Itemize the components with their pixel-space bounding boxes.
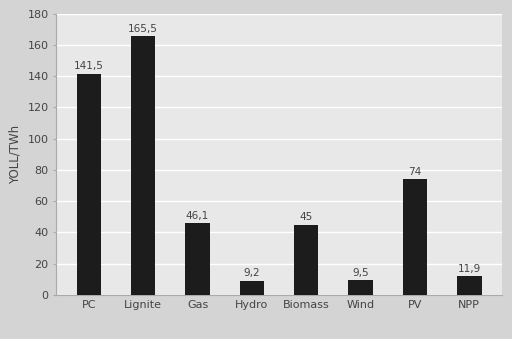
Text: 165,5: 165,5: [128, 24, 158, 34]
Text: 9,2: 9,2: [244, 268, 260, 278]
Text: 141,5: 141,5: [74, 61, 104, 72]
Bar: [77, 74, 101, 295]
Text: 11,9: 11,9: [458, 264, 481, 274]
Bar: [457, 276, 481, 295]
Bar: [348, 280, 373, 295]
Bar: [240, 281, 264, 295]
Bar: [131, 36, 155, 295]
Bar: [185, 223, 210, 295]
Bar: [294, 225, 318, 295]
Text: 9,5: 9,5: [352, 268, 369, 278]
Y-axis label: YOLL/TWh: YOLL/TWh: [9, 125, 22, 184]
Bar: [403, 179, 427, 295]
Text: 45: 45: [300, 212, 313, 222]
Text: 74: 74: [408, 167, 421, 177]
Text: 46,1: 46,1: [186, 211, 209, 221]
